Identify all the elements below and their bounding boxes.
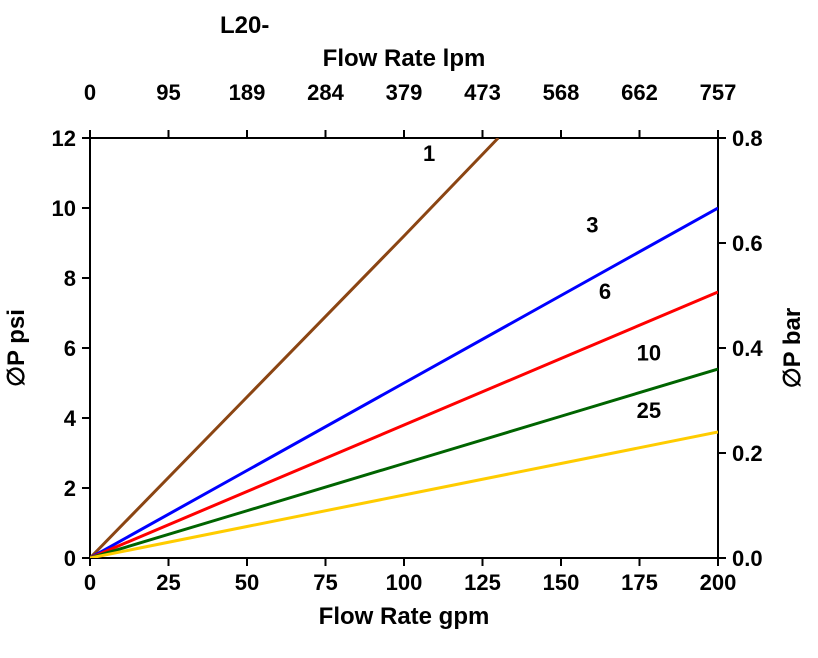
y-left-tick-label: 0 xyxy=(64,546,76,571)
y-left-tick-label: 6 xyxy=(64,336,76,361)
x-top-tick-label: 662 xyxy=(621,80,658,105)
y-left-tick-label: 12 xyxy=(52,126,76,151)
x-bottom-axis-label: Flow Rate gpm xyxy=(319,603,490,630)
x-top-axis-label: Flow Rate lpm xyxy=(323,45,486,72)
y-right-axis-label: ∅P bar xyxy=(779,308,806,389)
series-label-6: 6 xyxy=(599,279,611,304)
x-top-tick-label: 0 xyxy=(84,80,96,105)
pressure-flow-chart: L20-Flow Rate lpm09518928437947356866275… xyxy=(0,0,818,658)
series-label-25: 25 xyxy=(637,398,661,423)
series-label-1: 1 xyxy=(423,141,435,166)
y-right-tick-label: 0.2 xyxy=(732,441,763,466)
x-top-tick-label: 757 xyxy=(700,80,737,105)
y-left-tick-label: 2 xyxy=(64,476,76,501)
y-right-tick-label: 0.4 xyxy=(732,336,763,361)
x-bottom-tick-label: 0 xyxy=(84,570,96,595)
x-top-tick-label: 473 xyxy=(464,80,501,105)
y-right-tick-label: 0.8 xyxy=(732,126,763,151)
chart-container: L20-Flow Rate lpm09518928437947356866275… xyxy=(0,0,818,658)
y-left-tick-label: 8 xyxy=(64,266,76,291)
x-top-tick-label: 95 xyxy=(156,80,180,105)
x-bottom-tick-label: 25 xyxy=(156,570,180,595)
x-top-tick-label: 568 xyxy=(543,80,580,105)
y-left-axis-label: ∅P psi xyxy=(3,309,30,387)
x-bottom-tick-label: 200 xyxy=(700,570,737,595)
x-top-tick-label: 379 xyxy=(386,80,423,105)
x-bottom-tick-label: 150 xyxy=(543,570,580,595)
x-top-tick-label: 284 xyxy=(307,80,344,105)
x-bottom-tick-label: 175 xyxy=(621,570,658,595)
y-left-tick-label: 10 xyxy=(52,196,76,221)
chart-title: L20- xyxy=(220,12,269,39)
x-bottom-tick-label: 100 xyxy=(386,570,423,595)
x-bottom-tick-label: 125 xyxy=(464,570,501,595)
x-bottom-tick-label: 50 xyxy=(235,570,259,595)
y-left-tick-label: 4 xyxy=(64,406,77,431)
y-right-tick-label: 0.6 xyxy=(732,231,763,256)
x-bottom-tick-label: 75 xyxy=(313,570,337,595)
series-label-10: 10 xyxy=(637,340,661,365)
x-top-tick-label: 189 xyxy=(229,80,266,105)
series-label-3: 3 xyxy=(586,213,598,238)
y-right-tick-label: 0.0 xyxy=(732,546,763,571)
